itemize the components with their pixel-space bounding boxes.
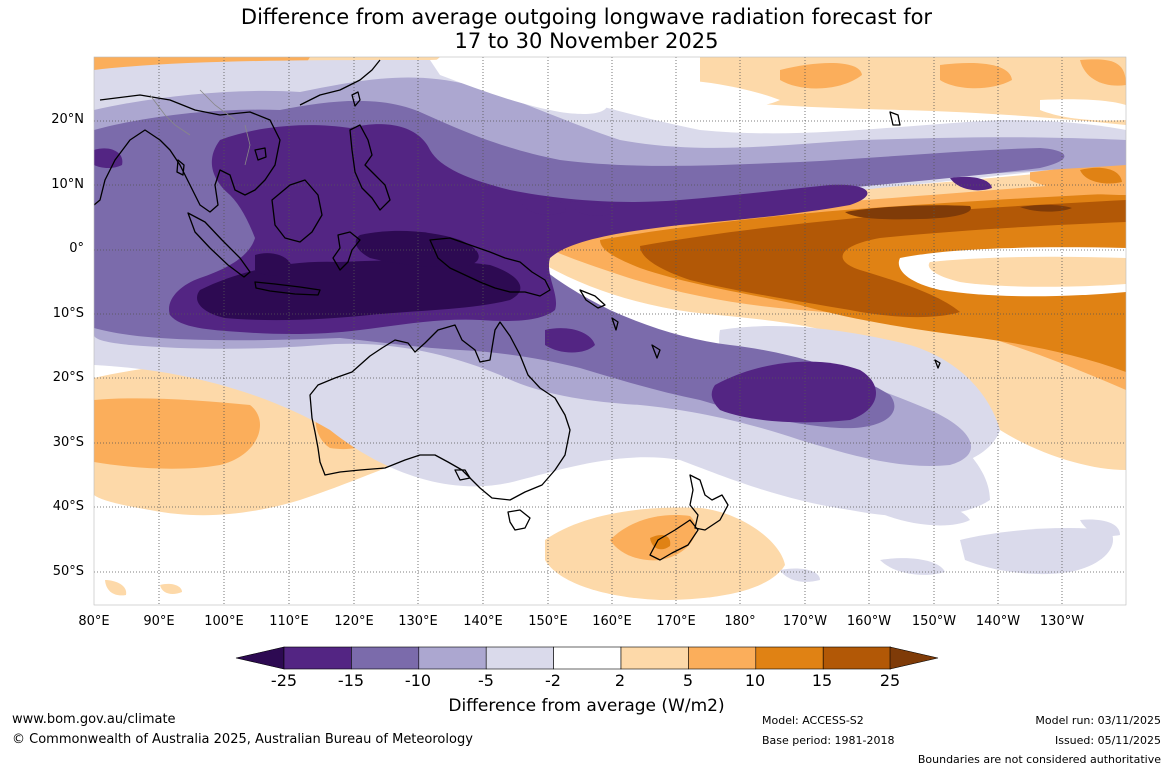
lon-label: 130°W [1039, 614, 1085, 629]
colorbar-box [283, 646, 352, 670]
colorbar-extend-low [235, 646, 285, 670]
lon-label: 120°E [334, 614, 374, 629]
lat-label: 0° [69, 241, 84, 256]
colorbar-box [822, 646, 891, 670]
colorbar-title: Difference from average (W/m2) [448, 696, 725, 716]
lon-label: 150°E [528, 614, 568, 629]
colorbar-tick-label: 15 [811, 671, 833, 690]
issued-date: Issued: 05/11/2025 [1054, 734, 1161, 747]
lon-label: 160°W [846, 614, 892, 629]
colorbar-extend-high [889, 646, 939, 670]
model-name: Model: ACCESS-S2 [762, 714, 864, 727]
map-title-line2: 17 to 30 November 2025 [454, 29, 719, 53]
map-frame [93, 56, 1127, 606]
colorbar-box [351, 646, 420, 670]
negative-anomaly-regions [94, 59, 1126, 582]
colorbar-box [688, 646, 757, 670]
map-title-line1: Difference from average outgoing longwav… [240, 5, 933, 29]
anomaly-field [94, 57, 1126, 605]
lon-label: 180° [724, 614, 756, 629]
lon-label: 80°E [78, 614, 110, 629]
colorbar-box [620, 646, 689, 670]
lon-label: 140°E [463, 614, 503, 629]
colorbar-box [755, 646, 824, 670]
lon-label: 150°W [911, 614, 957, 629]
boundary-disclaimer: Boundaries are not considered authoritat… [917, 753, 1161, 766]
lat-label: 50°S [52, 564, 84, 579]
colorbar-tick-label: 25 [879, 671, 901, 690]
country-borders [149, 89, 251, 166]
lon-label: 90°E [143, 614, 175, 629]
lon-label: 140°W [975, 614, 1021, 629]
lon-label: 170°W [782, 614, 828, 629]
base-period: Base period: 1981-2018 [762, 734, 895, 747]
model-run-date: Model run: 03/11/2025 [1035, 714, 1161, 727]
coastlines [94, 59, 941, 561]
colorbar-tick-label: 5 [682, 671, 694, 690]
lat-label: 30°S [52, 435, 84, 450]
colorbar-tick-label: 2 [614, 671, 626, 690]
lon-label: 130°E [398, 614, 438, 629]
colorbar-box [485, 646, 554, 670]
colorbar [235, 646, 939, 670]
colorbar-tick-label: 10 [744, 671, 766, 690]
lon-label: 100°E [204, 614, 244, 629]
colorbar-tick-label: -15 [337, 671, 365, 690]
copyright-notice: © Commonwealth of Australia 2025, Austra… [12, 732, 473, 747]
lat-label: 10°N [51, 177, 84, 192]
lon-label: 110°E [269, 614, 309, 629]
colorbar-tick-label: -25 [270, 671, 298, 690]
lat-label: 20°N [51, 112, 84, 127]
colorbar-tick-label: -10 [404, 671, 432, 690]
colorbar-tick-label: -2 [545, 671, 561, 690]
website-link[interactable]: www.bom.gov.au/climate [12, 712, 176, 727]
lon-label: 170°E [656, 614, 696, 629]
lon-label: 160°E [592, 614, 632, 629]
lat-label: 20°S [52, 370, 84, 385]
colorbar-box [418, 646, 487, 670]
lat-label: 40°S [52, 499, 84, 514]
lat-label: 10°S [52, 306, 84, 321]
graticule [94, 57, 1126, 605]
colorbar-tick-label: -5 [478, 671, 494, 690]
colorbar-box [553, 646, 622, 670]
